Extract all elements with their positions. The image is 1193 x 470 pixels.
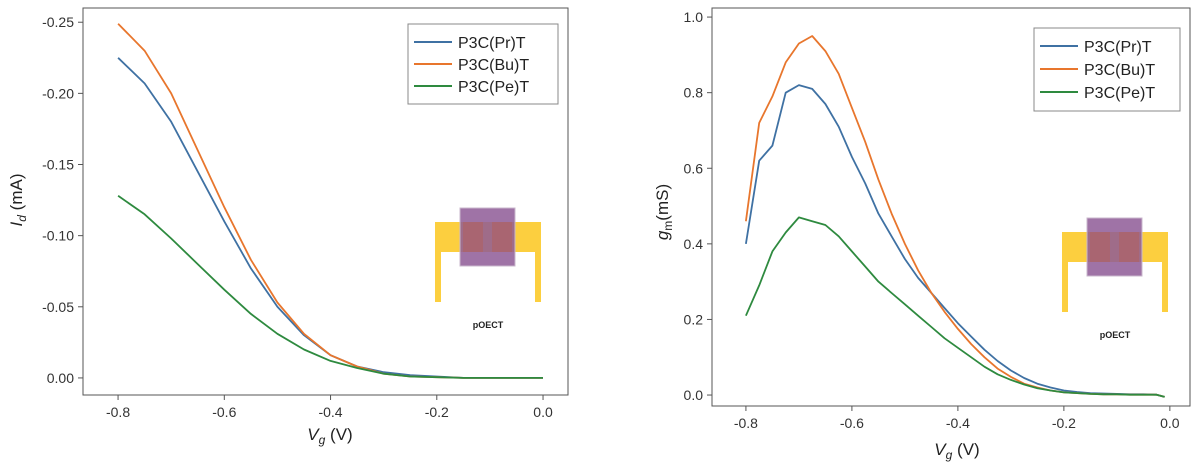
label-subscript: m (661, 221, 675, 231)
label-symbol: V (307, 425, 320, 444)
y-axis-label: Id (mA) (7, 174, 29, 227)
x-tick-label: 0.0 (533, 404, 553, 420)
y-tick-label: -0.25 (42, 14, 74, 30)
x-tick-label: -0.6 (212, 404, 236, 420)
legend-label: P3C(Bu)T (458, 57, 529, 74)
legend-label: P3C(Pr)T (458, 35, 526, 52)
y-tick-label: -0.05 (42, 299, 74, 315)
label-subscript: d (15, 215, 29, 222)
x-tick-label: 0.0 (1160, 415, 1180, 431)
y-tick-label: 0.8 (684, 85, 704, 101)
y-tick-label: -0.15 (42, 157, 74, 173)
x-tick-label: -0.2 (425, 404, 449, 420)
series-line (117, 195, 543, 379)
x-axis-label: Vg (V) (307, 425, 352, 447)
contact (1090, 232, 1110, 262)
contact (463, 222, 483, 252)
y-tick-label: 0.4 (684, 236, 704, 252)
y-tick-label: 0.6 (684, 160, 704, 176)
x-tick-label: -0.8 (734, 415, 758, 431)
contact (492, 222, 512, 252)
y-tick-label: 0.2 (684, 311, 704, 327)
contact (1119, 232, 1139, 262)
x-tick-label: -0.4 (946, 415, 970, 431)
label-subscript: g (319, 433, 326, 447)
label-symbol: g (653, 230, 672, 240)
x-tick-label: -0.8 (106, 404, 130, 420)
device-inset (1062, 217, 1168, 312)
label-unit: (V) (325, 425, 352, 444)
plot-frame (711, 7, 1191, 407)
device-inset (435, 207, 541, 302)
label-symbol: I (7, 221, 26, 226)
label-unit: (V) (952, 440, 979, 459)
label-subscript: g (946, 448, 953, 462)
y-tick-label: -0.20 (42, 85, 74, 101)
plot-frame (82, 7, 569, 396)
legend-label: P3C(Pe)T (458, 79, 529, 96)
y-axis-label: gm(mS) (653, 184, 675, 240)
legend-label: P3C(Bu)T (1084, 62, 1155, 79)
x-tick-label: -0.2 (1052, 415, 1076, 431)
series-line (745, 216, 1165, 398)
label-unit: (mA) (7, 174, 26, 216)
label-symbol: V (934, 440, 947, 459)
y-tick-label: 0.0 (684, 387, 704, 403)
annotation: pOECT (473, 320, 504, 330)
legend-label: P3C(Pe)T (1084, 85, 1155, 102)
y-tick-label: 0.00 (47, 370, 74, 386)
x-axis-label: Vg (V) (934, 440, 979, 462)
legend-label: P3C(Pr)T (1084, 39, 1152, 56)
annotation: pOECT (1100, 330, 1131, 340)
y-tick-label: 1.0 (684, 9, 704, 25)
label-unit: (mS) (653, 184, 672, 221)
x-tick-label: -0.6 (840, 415, 864, 431)
x-tick-label: -0.4 (318, 404, 342, 420)
y-tick-label: -0.10 (42, 228, 74, 244)
